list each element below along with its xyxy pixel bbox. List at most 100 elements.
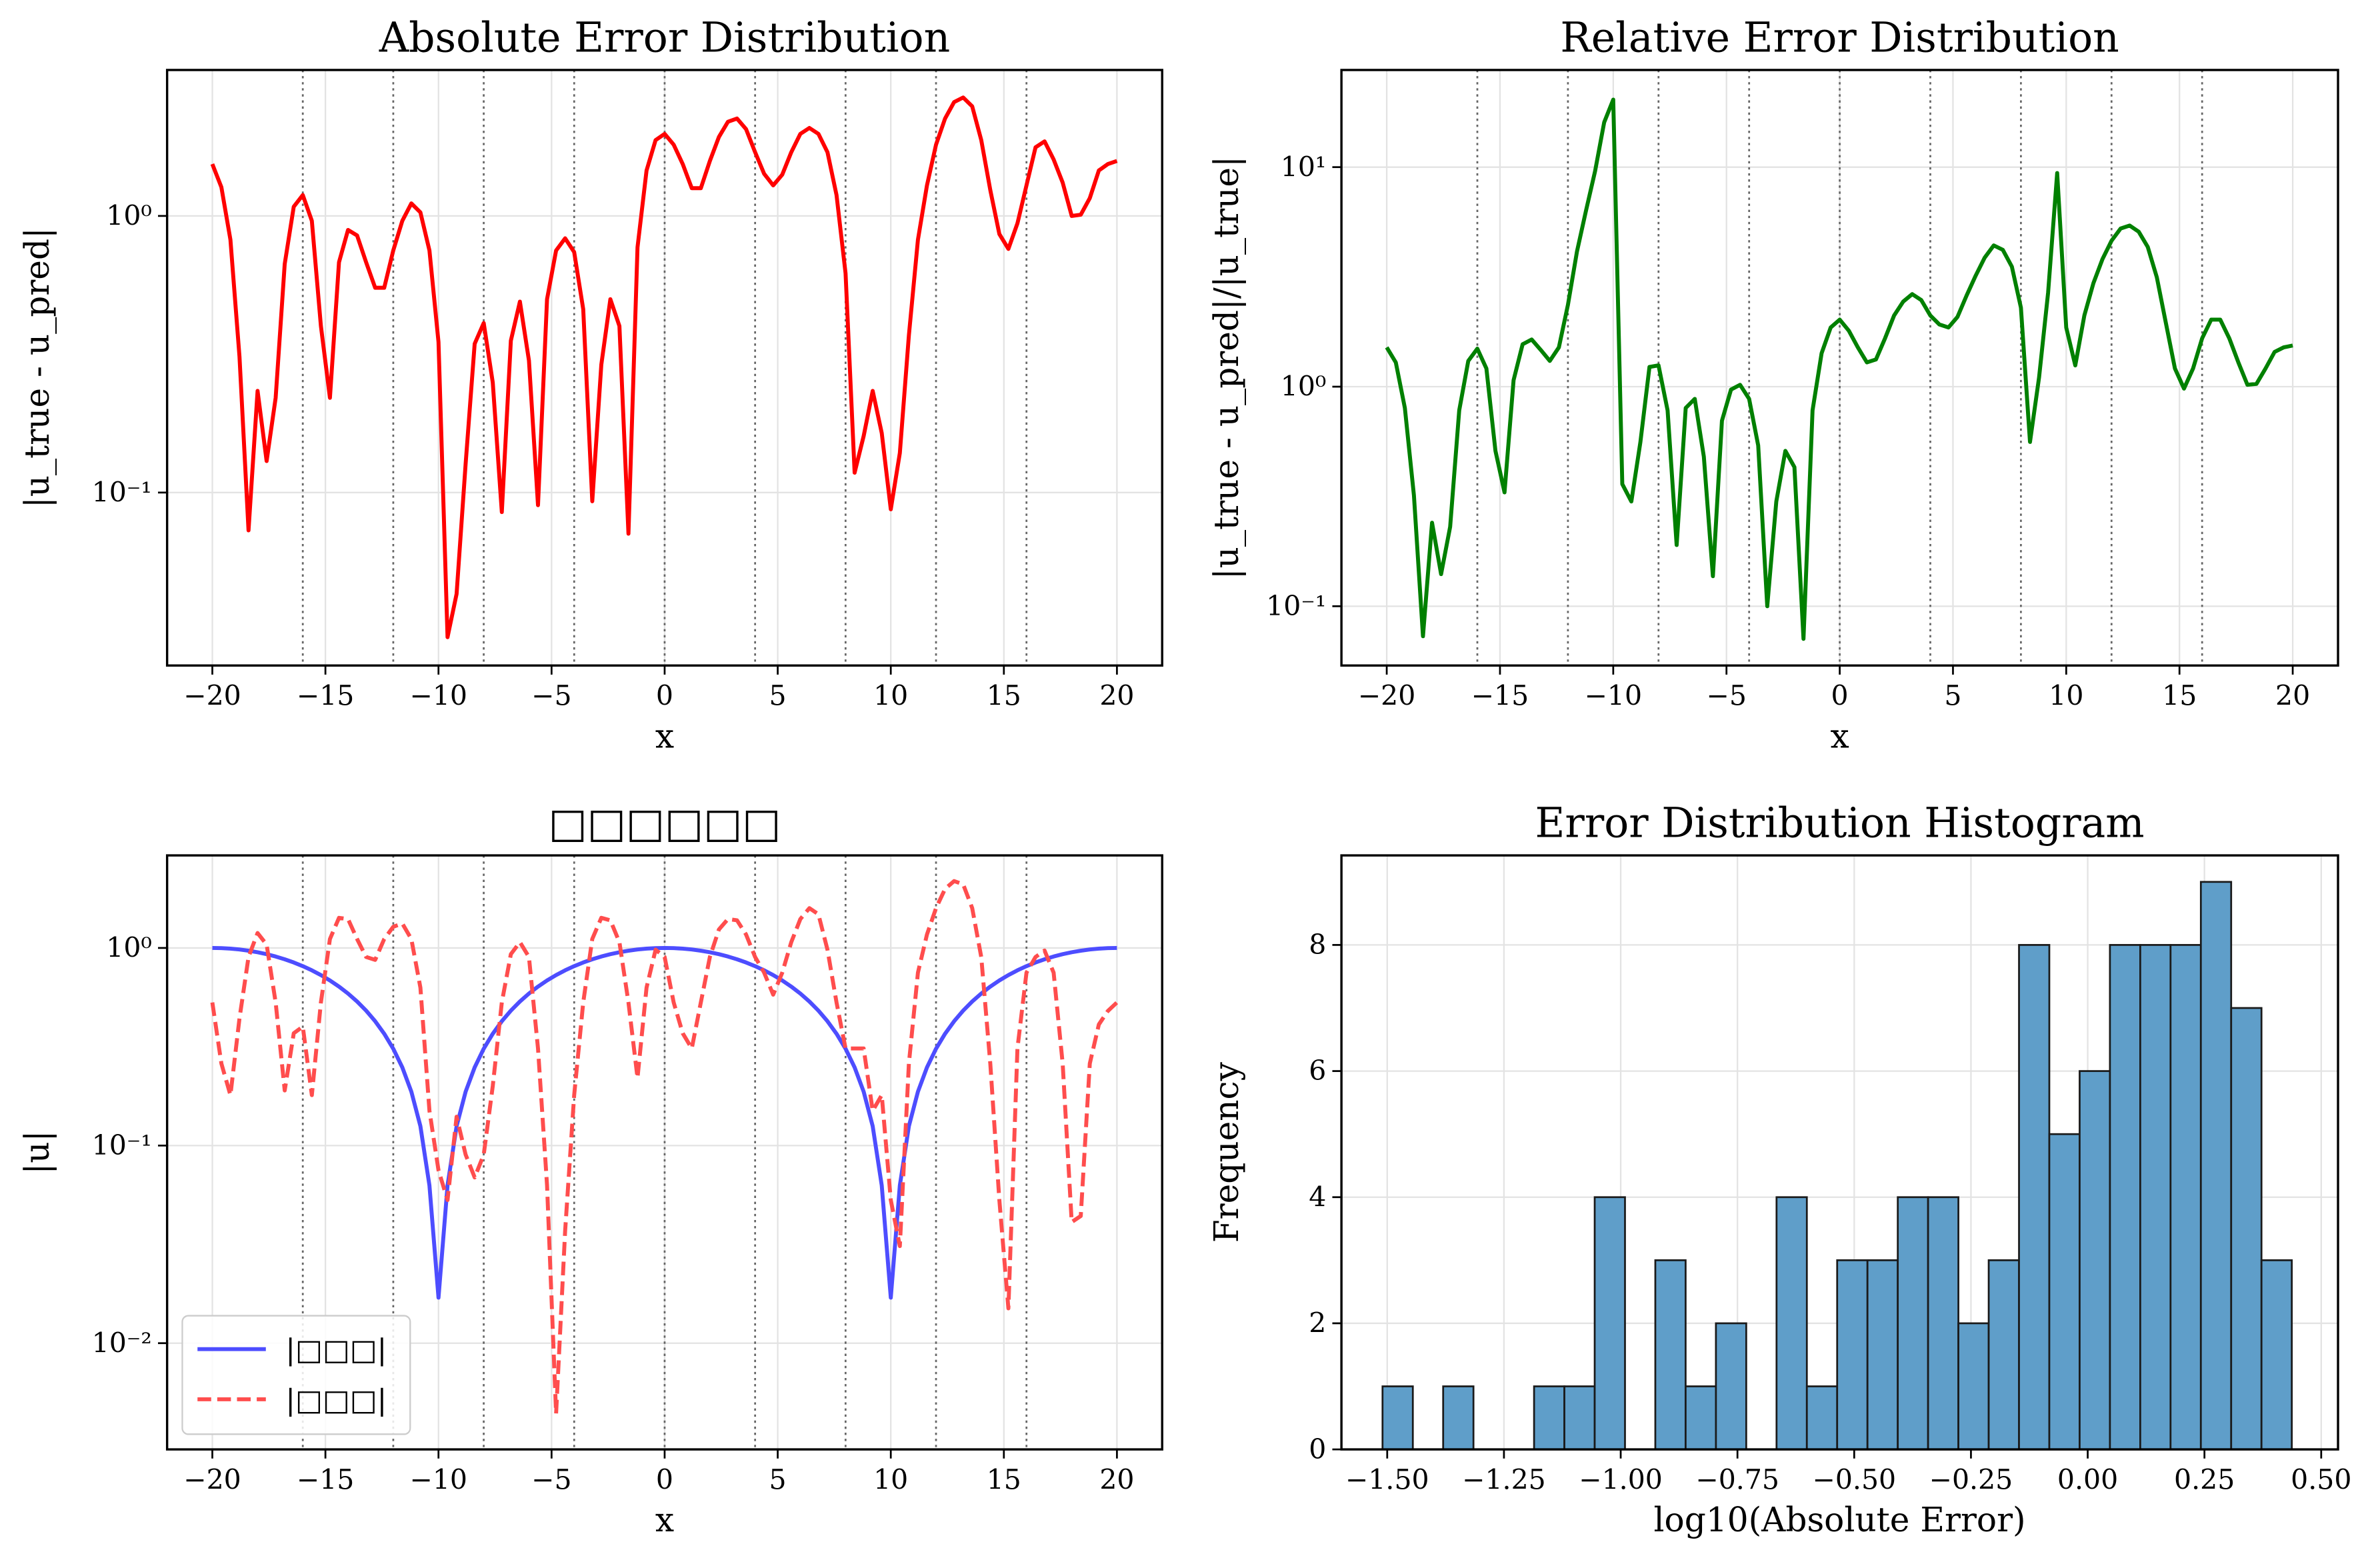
subplot: −1.50 −1.25 −1.00 −0.75 −0.50 −0.25 0.00 0.25 0.… [1207, 799, 2351, 1539]
x-tick-label: 5 [1944, 680, 1961, 712]
subplot: −20 −15 −10 −5 0 5 10 15 20 10⁻² 10⁻¹ 10⁰ □□□□□□ x |u|… [17, 799, 1163, 1539]
y-tick-label: 10⁻¹ [1266, 590, 1326, 622]
x-axis-label: log10(Absolute Error) [1654, 1500, 2026, 1539]
subplot: −20 −15 −10 −5 0 5 10 15 20 10⁻¹ 10⁰ 10¹ Relative Er… [1207, 14, 2339, 755]
histogram-bar [1563, 1385, 1596, 1451]
histogram-bar [1957, 1322, 1990, 1451]
x-axis-label: x [655, 716, 674, 755]
x-tick-label: −1.00 [1579, 1463, 1663, 1495]
histogram-bar [2109, 944, 2141, 1451]
y-axis-label: |u| [17, 1131, 57, 1175]
x-tick-label: −0.75 [1695, 1463, 1779, 1495]
histogram-bar [2199, 881, 2233, 1451]
histogram-bar [2139, 944, 2172, 1451]
histogram-bar [1442, 1385, 1475, 1451]
x-tick-label: 10 [873, 1463, 908, 1495]
data-line [212, 945, 1117, 1300]
histogram-bar [1685, 1385, 1717, 1451]
data-line [1385, 97, 2293, 641]
histogram-bar [2260, 1259, 2293, 1451]
histogram-bar [2230, 1007, 2263, 1451]
x-tick-label: −10 [409, 680, 467, 712]
y-tick-label: 10⁻¹ [92, 1129, 152, 1161]
x-tick-label: −5 [531, 680, 571, 712]
axes-frame [165, 69, 1163, 667]
legend-label: |□□□| [285, 1334, 387, 1367]
x-tick-label: 10 [2049, 680, 2083, 712]
x-tick-label: −20 [1358, 680, 1416, 712]
y-tick-label: 8 [1309, 929, 1326, 961]
histogram-bar [1381, 1385, 1414, 1451]
histogram-bar [2048, 1133, 2081, 1451]
x-tick-label: 15 [987, 680, 1021, 712]
y-tick-label: 10⁻¹ [92, 476, 152, 508]
histogram-bar [1897, 1196, 1929, 1451]
histogram-bar [1987, 1259, 2020, 1451]
x-tick-label: −20 [183, 680, 241, 712]
histogram-bar [1593, 1196, 1626, 1451]
histogram-bar [1654, 1259, 1687, 1451]
x-tick-label: −1.50 [1345, 1463, 1429, 1495]
x-tick-label: 0 [656, 1463, 673, 1495]
histogram-bar [1836, 1259, 1869, 1451]
y-tick-label: 2 [1309, 1307, 1326, 1339]
x-tick-label: 0 [1831, 680, 1849, 712]
histogram-bar [2018, 944, 2051, 1451]
histogram-bar [1775, 1196, 1808, 1451]
x-tick-label: 0.25 [2174, 1463, 2235, 1495]
chart-title: Error Distribution Histogram [1535, 799, 2145, 847]
x-tick-label: −15 [1471, 680, 1529, 712]
x-tick-label: 10 [873, 680, 908, 712]
x-tick-label: 20 [1099, 680, 1134, 712]
x-tick-label: −5 [531, 1463, 571, 1495]
y-axis-label: |u_true - u_pred|/|u_true| [1207, 156, 1246, 579]
x-tick-label: 20 [1099, 1463, 1134, 1495]
x-tick-label: 5 [769, 1463, 787, 1495]
x-tick-label: 0.00 [2057, 1463, 2118, 1495]
x-tick-label: −5 [1706, 680, 1746, 712]
x-tick-label: −15 [297, 680, 355, 712]
x-tick-label: −0.50 [1812, 1463, 1896, 1495]
legend-box [181, 1315, 411, 1435]
subplot: −20 −15 −10 −5 0 5 10 15 20 10⁻¹ 10⁰ Absolute Error… [17, 14, 1163, 755]
x-tick-label: 20 [2275, 680, 2310, 712]
histogram-bar [1866, 1259, 1899, 1451]
legend-label: |□□□| [285, 1384, 387, 1417]
y-axis-label: |u_true - u_pred| [17, 227, 57, 508]
axes-frame [1340, 69, 2339, 667]
x-tick-label: −10 [1585, 680, 1643, 712]
y-tick-label: 10⁰ [1281, 371, 1327, 403]
y-tick-label: 6 [1309, 1055, 1326, 1087]
x-tick-label: 0.50 [2291, 1463, 2351, 1495]
y-tick-label: 0 [1309, 1433, 1326, 1465]
x-tick-label: 15 [987, 1463, 1021, 1495]
x-tick-label: −20 [183, 1463, 241, 1495]
data-line [210, 879, 1119, 1416]
y-tick-label: 10¹ [1281, 151, 1327, 183]
y-tick-label: 10⁰ [106, 200, 152, 232]
axes-frame [165, 854, 1163, 1451]
x-axis-label: x [1830, 716, 1849, 755]
histogram-bar [1715, 1322, 1747, 1451]
chart-title: Relative Error Distribution [1560, 14, 2119, 62]
y-tick-label: 10⁰ [106, 932, 152, 964]
histogram-bar [1805, 1385, 1839, 1451]
data-line [210, 95, 1118, 639]
histogram-bar [2169, 944, 2202, 1451]
x-tick-label: 15 [2162, 680, 2197, 712]
x-axis-label: x [655, 1500, 674, 1539]
chart-title: □□□□□□ [549, 799, 781, 847]
chart-title: Absolute Error Distribution [379, 14, 951, 62]
x-tick-label: −0.25 [1929, 1463, 2013, 1495]
histogram-bar [2079, 1070, 2111, 1451]
x-tick-label: 5 [769, 680, 787, 712]
axes-frame [1340, 854, 2339, 1451]
y-tick-label: 4 [1309, 1181, 1326, 1213]
x-tick-label: 0 [656, 680, 673, 712]
x-tick-label: −15 [297, 1463, 355, 1495]
histogram-bar [1533, 1385, 1565, 1451]
x-tick-label: −10 [409, 1463, 467, 1495]
x-tick-label: −1.25 [1462, 1463, 1546, 1495]
